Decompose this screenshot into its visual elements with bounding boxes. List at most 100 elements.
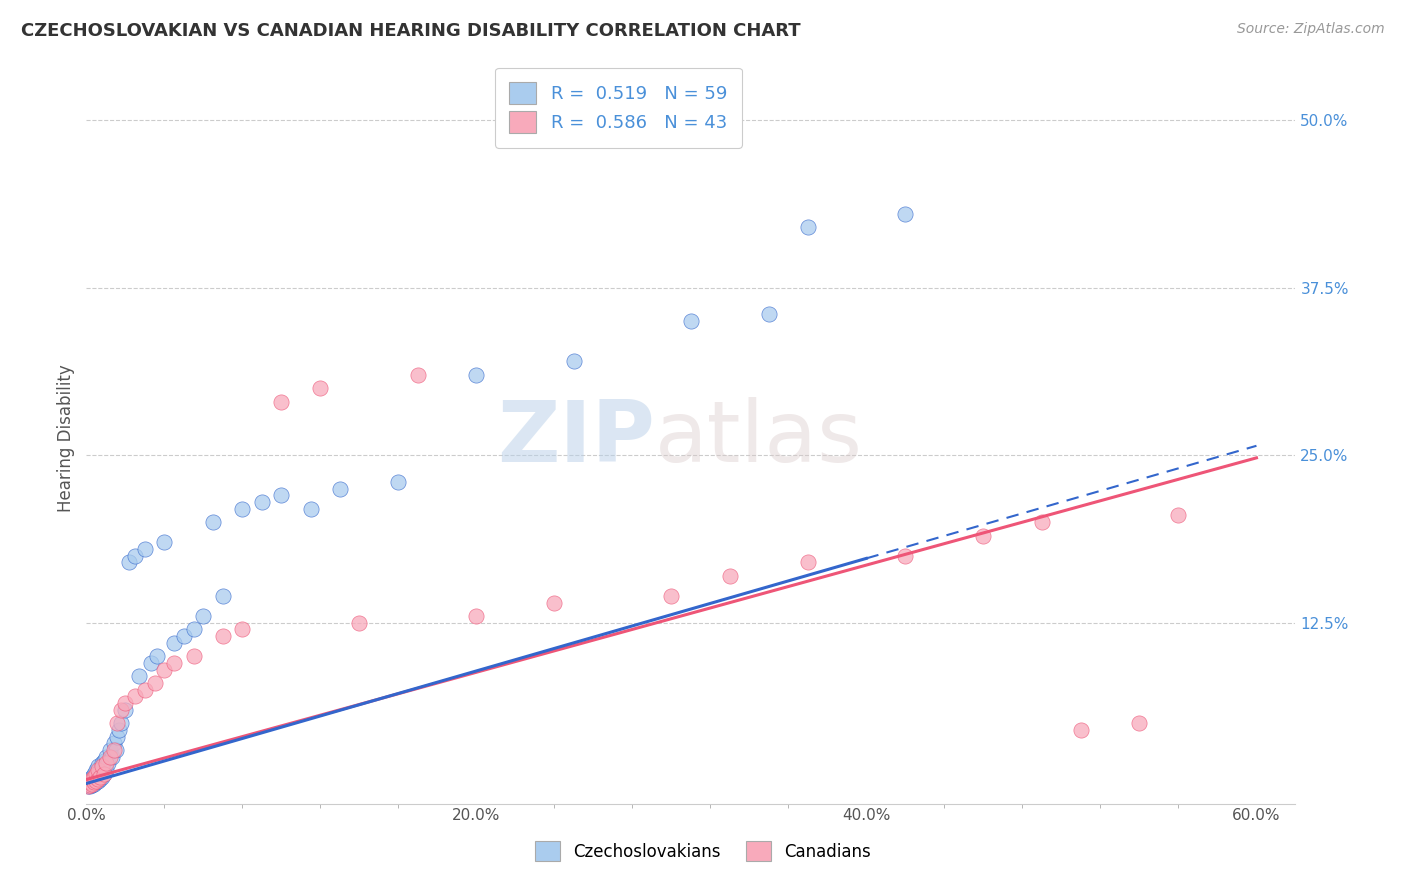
Point (79, 775, 101, 789)
Point (82, 776, 104, 790)
Point (349, 615, 371, 630)
Point (103, 743, 125, 757)
Point (153, 535, 176, 549)
Point (93, 754, 115, 768)
Point (797, 555, 820, 569)
Point (211, 589, 233, 603)
Y-axis label: Hearing Disability: Hearing Disability (58, 365, 75, 512)
Point (79, 778, 101, 792)
Text: CZECHOSLOVAKIAN VS CANADIAN HEARING DISABILITY CORRELATION CHART: CZECHOSLOVAKIAN VS CANADIAN HEARING DISA… (21, 22, 800, 40)
Point (79, 772, 101, 787)
Point (270, 488, 292, 502)
Point (718, 569, 741, 583)
Point (100, 749, 122, 764)
Point (231, 623, 253, 637)
Point (543, 596, 565, 610)
Point (329, 482, 352, 496)
Point (107, 730, 129, 744)
Point (406, 368, 429, 382)
Point (77, 779, 100, 793)
Point (83, 770, 105, 784)
Point (90, 759, 112, 773)
Text: atlas: atlas (655, 397, 863, 480)
Point (110, 703, 132, 717)
Point (103, 736, 125, 750)
Point (231, 501, 253, 516)
Point (93, 767, 115, 781)
Point (89, 763, 111, 777)
Point (107, 716, 129, 731)
Point (87, 759, 110, 773)
Point (134, 682, 156, 697)
Legend: R =  0.519   N = 59, R =  0.586   N = 43: R = 0.519 N = 59, R = 0.586 N = 43 (495, 68, 742, 148)
Point (562, 354, 585, 368)
Point (87, 763, 110, 777)
Point (94, 763, 117, 777)
Legend: Czechoslovakians, Canadians: Czechoslovakians, Canadians (522, 828, 884, 875)
Point (98, 743, 121, 757)
Point (250, 495, 273, 509)
Point (153, 663, 176, 677)
Point (82, 770, 104, 784)
Point (104, 743, 127, 757)
Point (118, 555, 141, 569)
Point (82, 778, 104, 792)
Point (83, 775, 105, 789)
Point (758, 308, 780, 322)
Point (1128, 716, 1150, 731)
Point (114, 703, 136, 717)
Point (79, 775, 101, 789)
Point (661, 589, 683, 603)
Point (128, 669, 150, 683)
Point (270, 394, 292, 409)
Point (1070, 723, 1092, 737)
Text: ZIP: ZIP (496, 397, 655, 480)
Point (145, 649, 167, 664)
Point (79, 779, 101, 793)
Point (465, 368, 488, 382)
Point (84, 763, 107, 777)
Point (90, 770, 112, 784)
Point (309, 381, 332, 395)
Point (89, 770, 111, 784)
Point (143, 676, 166, 690)
Point (1031, 515, 1053, 529)
Point (110, 716, 132, 731)
Point (84, 775, 107, 789)
Point (94, 756, 117, 771)
Point (84, 771, 107, 785)
Point (124, 690, 146, 704)
Point (82, 775, 104, 789)
Point (83, 773, 105, 788)
Point (84, 767, 107, 781)
Point (98, 749, 121, 764)
Point (465, 609, 488, 624)
Point (83, 767, 105, 781)
Point (797, 220, 820, 235)
Point (108, 723, 131, 737)
Point (163, 656, 186, 670)
Point (87, 772, 110, 787)
Point (183, 649, 205, 664)
Point (972, 528, 994, 542)
Point (211, 629, 233, 643)
Point (387, 475, 409, 489)
Point (124, 549, 146, 563)
Point (97, 756, 120, 771)
Text: Source: ZipAtlas.com: Source: ZipAtlas.com (1237, 22, 1385, 37)
Point (894, 549, 917, 563)
Point (83, 776, 105, 790)
Point (87, 773, 110, 788)
Point (93, 767, 115, 781)
Point (193, 609, 215, 624)
Point (1167, 508, 1189, 523)
Point (679, 314, 702, 328)
Point (163, 636, 186, 650)
Point (183, 623, 205, 637)
Point (202, 515, 225, 529)
Point (77, 776, 100, 790)
Point (173, 629, 195, 643)
Point (134, 541, 156, 556)
Point (94, 749, 117, 764)
Point (894, 207, 917, 221)
